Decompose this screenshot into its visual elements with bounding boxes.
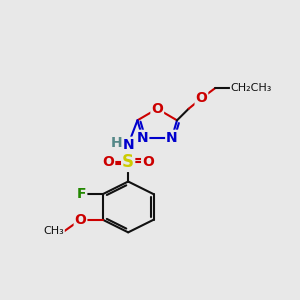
Text: H: H: [111, 136, 122, 150]
Text: N: N: [122, 138, 134, 152]
Text: CH₂CH₃: CH₂CH₃: [230, 83, 272, 93]
Text: O: O: [196, 92, 207, 105]
Text: O: O: [142, 155, 154, 169]
Text: N: N: [137, 130, 148, 145]
Text: F: F: [77, 187, 86, 201]
Text: S: S: [122, 153, 134, 171]
Text: O: O: [75, 213, 86, 226]
Text: N: N: [166, 130, 178, 145]
Text: O: O: [151, 102, 163, 116]
Text: CH₃: CH₃: [44, 226, 64, 236]
Text: O: O: [103, 155, 114, 169]
